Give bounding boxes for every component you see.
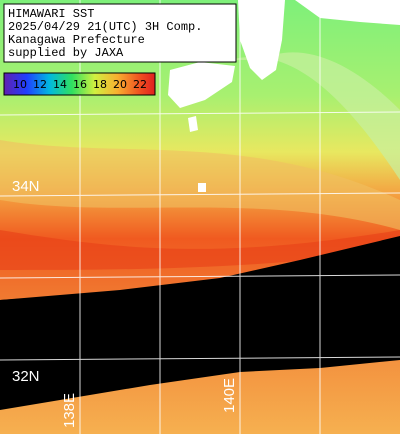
header-line: HIMAWARI SST	[8, 7, 94, 21]
land	[238, 0, 285, 80]
scale-label: 14	[53, 78, 67, 91]
color-scale	[3, 72, 156, 96]
land	[295, 0, 400, 25]
scale-label: 12	[33, 78, 47, 91]
island	[198, 183, 206, 192]
header-line: supplied by JAXA	[8, 46, 124, 60]
island	[188, 116, 198, 132]
lon-label: 140E	[221, 378, 238, 413]
scale-label: 10	[13, 78, 27, 91]
lon-label: 138E	[61, 393, 78, 428]
header-line: 2025/04/29 21(UTC) 3H Comp.	[8, 20, 202, 34]
header-box	[3, 3, 237, 63]
scale-label: 20	[113, 78, 127, 91]
scale-label: 16	[73, 78, 87, 91]
cloud-mask	[0, 236, 400, 410]
scale-label: 22	[133, 78, 147, 91]
land	[168, 62, 235, 108]
warm-tongue	[230, 52, 400, 180]
scale-label: 18	[93, 78, 107, 91]
cloud-edge	[0, 292, 120, 312]
lat-label: 34N	[12, 178, 40, 195]
header-line: Kanagawa Prefecture	[8, 33, 145, 47]
lat-label: 32N	[12, 368, 40, 385]
